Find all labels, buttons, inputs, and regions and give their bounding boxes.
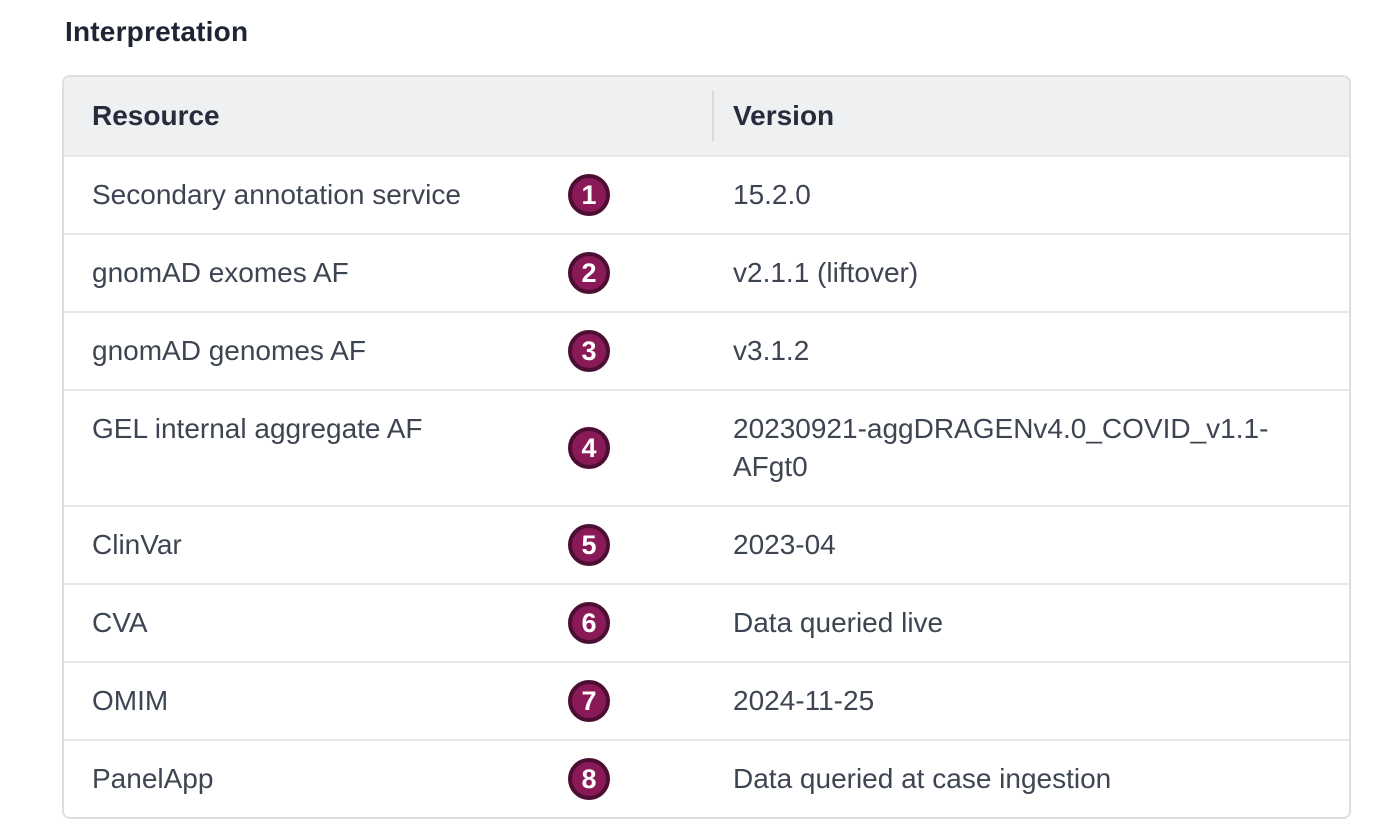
page-title: Interpretation — [65, 16, 249, 47]
version-cell: v2.1.1 (liftover) — [712, 235, 1349, 311]
version-cell: 2024-11-25 — [712, 663, 1349, 739]
version-cell: Data queried live — [712, 585, 1349, 661]
table-row: gnomAD exomes AF 2 v2.1.1 (liftover) — [64, 233, 1349, 311]
resource-label: gnomAD genomes AF — [92, 335, 366, 366]
resource-cell: CVA — [64, 585, 712, 661]
column-header-version-label: Version — [733, 100, 835, 131]
callout-badge-label: 2 — [581, 257, 597, 288]
table-header-row: Resource Version — [64, 77, 1349, 155]
callout-badge-7: 7 — [568, 680, 610, 722]
version-label: v3.1.2 — [733, 335, 810, 366]
version-label: 2024-11-25 — [733, 685, 875, 716]
table-row: OMIM 7 2024-11-25 — [64, 661, 1349, 739]
callout-badge-8: 8 — [568, 758, 610, 800]
table-row: PanelApp 8 Data queried at case ingestio… — [64, 739, 1349, 817]
callout-badge-label: 7 — [581, 685, 597, 716]
version-label: Data queried at case ingestion — [733, 763, 1112, 794]
version-cell: v3.1.2 — [712, 313, 1349, 389]
interpretation-resources-table: Resource Version Secondary annotation se… — [62, 75, 1351, 819]
table-row: Secondary annotation service 1 15.2.0 — [64, 155, 1349, 233]
callout-badge-3: 3 — [568, 330, 610, 372]
resource-cell: PanelApp — [64, 741, 712, 817]
version-label: Data queried live — [733, 607, 944, 638]
callout-badge-label: 4 — [581, 432, 597, 463]
resource-label: OMIM — [92, 685, 169, 716]
resource-label: PanelApp — [92, 763, 214, 794]
resource-label: GEL internal aggregate AF — [92, 413, 423, 444]
callout-badge-label: 8 — [581, 763, 597, 794]
callout-badge-1: 1 — [568, 174, 610, 216]
version-cell: 2023-04 — [712, 507, 1349, 583]
table-row: CVA 6 Data queried live — [64, 583, 1349, 661]
resource-cell: gnomAD genomes AF — [64, 313, 712, 389]
resource-label: Secondary annotation service — [92, 179, 461, 210]
callout-badge-label: 1 — [581, 179, 597, 210]
version-label: 20230921-aggDRAGENv4.0_COVID_v1.1-AFgt0 — [733, 413, 1269, 482]
callout-badge-6: 6 — [568, 602, 610, 644]
callout-badge-label: 3 — [581, 335, 597, 366]
resource-cell: Secondary annotation service — [64, 157, 712, 233]
version-cell: Data queried at case ingestion — [712, 741, 1349, 817]
version-cell: 20230921-aggDRAGENv4.0_COVID_v1.1-AFgt0 — [712, 391, 1349, 505]
table-row: ClinVar 5 2023-04 — [64, 505, 1349, 583]
callout-badge-label: 5 — [581, 529, 597, 560]
resource-label: ClinVar — [92, 529, 182, 560]
resource-cell: GEL internal aggregate AF — [64, 391, 712, 505]
table-row: gnomAD genomes AF 3 v3.1.2 — [64, 311, 1349, 389]
resource-cell: OMIM — [64, 663, 712, 739]
version-label: 2023-04 — [733, 529, 836, 560]
column-divider — [712, 91, 714, 141]
callout-badge-2: 2 — [568, 252, 610, 294]
resource-cell: gnomAD exomes AF — [64, 235, 712, 311]
callout-badge-4: 4 — [568, 427, 610, 469]
callout-badge-5: 5 — [568, 524, 610, 566]
version-cell: 15.2.0 — [712, 157, 1349, 233]
resource-label: CVA — [92, 607, 148, 638]
column-header-version: Version — [712, 77, 1349, 155]
column-header-resource: Resource — [92, 100, 220, 131]
version-label: v2.1.1 (liftover) — [733, 257, 919, 288]
callout-badge-label: 6 — [581, 607, 597, 638]
version-label: 15.2.0 — [733, 179, 811, 210]
resource-label: gnomAD exomes AF — [92, 257, 349, 288]
table-row: GEL internal aggregate AF 4 20230921-agg… — [64, 389, 1349, 505]
resource-cell: ClinVar — [64, 507, 712, 583]
